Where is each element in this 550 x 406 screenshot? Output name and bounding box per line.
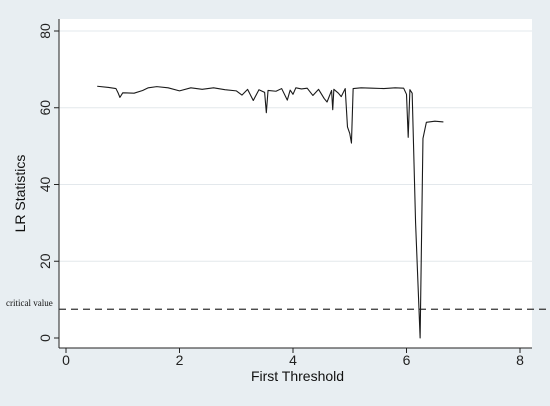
y-tick-label-60: 60 xyxy=(37,100,53,116)
axes: 0 20 40 60 80 0 2 4 6 8 xyxy=(37,19,532,368)
plot-area xyxy=(59,19,532,348)
y-tick-label-40: 40 xyxy=(37,177,53,193)
critical-value-label: critical value xyxy=(6,298,53,308)
y-tick-label-80: 80 xyxy=(37,23,53,39)
series-group xyxy=(97,85,444,339)
x-tick-label-0: 0 xyxy=(62,352,70,368)
gridlines xyxy=(59,30,532,262)
y-tick-label-20: 20 xyxy=(37,253,53,269)
x-tick-label-8: 8 xyxy=(516,352,524,368)
x-tick-label-2: 2 xyxy=(176,352,184,368)
critical-value-line-group: critical value xyxy=(6,298,546,310)
y-tick-label-0: 0 xyxy=(37,334,53,342)
x-tick-label-6: 6 xyxy=(403,352,411,368)
y-axis-title: LR Statistics xyxy=(12,155,28,233)
x-tick-label-4: 4 xyxy=(289,352,297,368)
series-line-0 xyxy=(97,85,444,339)
x-axis-title: First Threshold xyxy=(251,368,344,384)
